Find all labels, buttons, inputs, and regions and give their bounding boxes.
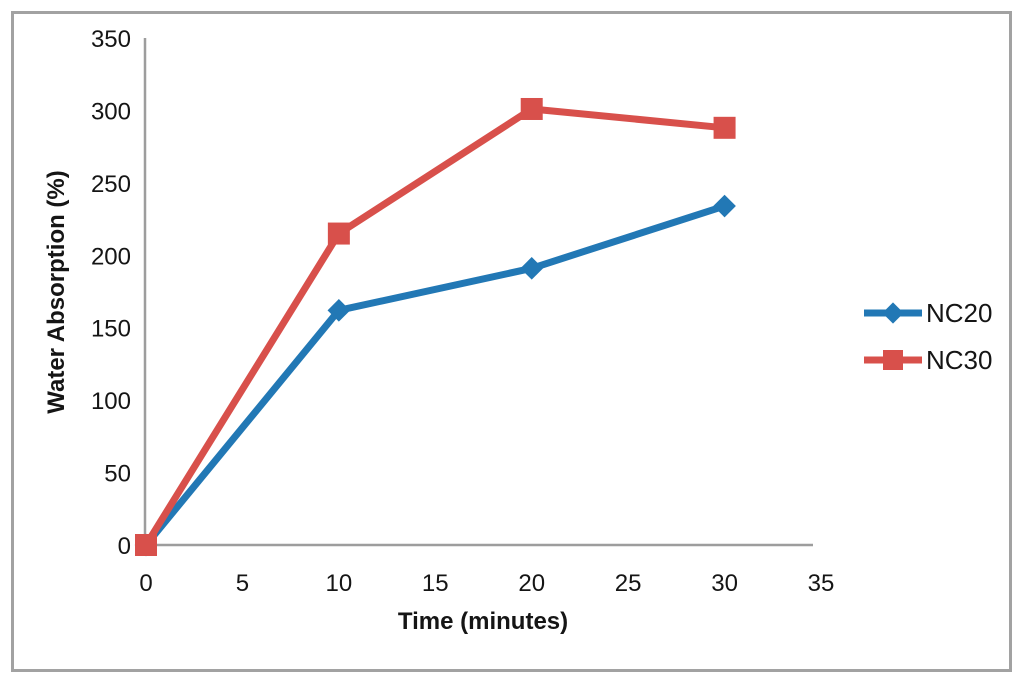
legend-item-nc20: NC20 xyxy=(864,299,992,327)
legend-label-nc20: NC20 xyxy=(926,298,993,328)
y-tick-label: 150 xyxy=(91,316,131,343)
legend-marker-nc20-line-diamond-icon xyxy=(864,302,922,324)
x-tick-label: 20 xyxy=(518,570,545,597)
x-tick-label: 35 xyxy=(808,570,835,597)
marker-square-nc30 xyxy=(135,534,157,556)
legend-label-nc30: NC30 xyxy=(926,345,993,375)
legend-item-nc30: NC30 xyxy=(864,346,992,374)
legend: NC20 NC30 xyxy=(864,299,992,374)
x-tick-label: 15 xyxy=(422,570,449,597)
series-line-nc20 xyxy=(143,202,726,548)
x-axis-title: Time (minutes) xyxy=(397,608,569,635)
y-axis-title: Water Absorption (%) xyxy=(43,170,70,414)
legend-marker-nc30-line-square-icon xyxy=(864,350,922,370)
y-tick-label: 50 xyxy=(104,461,131,488)
y-tick-label: 0 xyxy=(118,533,131,560)
y-tick-label: 200 xyxy=(91,243,131,270)
marker-square-nc30 xyxy=(327,222,350,245)
marker-square-nc30 xyxy=(520,97,543,120)
y-tick-label: 100 xyxy=(91,388,131,415)
series-line-nc30 xyxy=(143,105,725,547)
marker-diamond-nc20 xyxy=(520,257,544,280)
x-tick-label: 25 xyxy=(615,570,642,597)
x-tick-label: 10 xyxy=(326,570,353,597)
marker-diamond-nc20 xyxy=(713,194,736,218)
marker-diamond-nc20 xyxy=(327,299,351,322)
x-tick-label: 30 xyxy=(711,570,738,597)
y-tick-label: 350 xyxy=(91,26,131,53)
y-tick-label: 300 xyxy=(91,98,131,125)
x-tick-label: 5 xyxy=(236,570,249,597)
x-tick-label: 0 xyxy=(139,570,152,597)
y-tick-label: 250 xyxy=(91,171,131,198)
marker-square-nc30 xyxy=(713,116,736,139)
